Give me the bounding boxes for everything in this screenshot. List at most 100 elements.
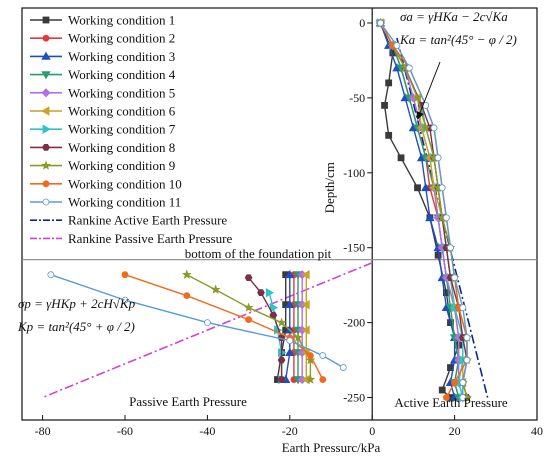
series-3-passive-point (285, 269, 295, 279)
series-1-active-line (379, 22, 460, 399)
series-11-active-point (451, 274, 459, 282)
series-3-passive-point (285, 299, 295, 309)
x-tick-label: 20 (449, 424, 461, 438)
legend-label: Working condition 7 (68, 122, 176, 137)
legend-item: Working condition 11 (30, 195, 181, 210)
series-9-passive-point (293, 332, 303, 342)
series-11-active-point (459, 379, 467, 386)
x-tick-label: -40 (199, 424, 215, 438)
series-10-active-point (451, 379, 459, 386)
series-3 (280, 18, 460, 401)
series-1-active-point (385, 131, 393, 139)
legend-marker (42, 198, 50, 206)
y-tick-label: -250 (343, 391, 365, 405)
series-2 (290, 19, 463, 401)
series-1-active-point (434, 251, 442, 259)
series-7-passive-point (269, 302, 279, 313)
legend-label: Working condition 10 (68, 176, 182, 191)
series-11-active-point (463, 356, 471, 364)
series-9-passive-point (305, 354, 316, 365)
series-11-active-point (393, 42, 401, 49)
series-3-active-point (421, 182, 431, 192)
series-8-passive-point (277, 376, 286, 383)
y-tick-label: -200 (343, 316, 365, 330)
legend-label: Rankine Active Earth Pressure (68, 213, 227, 228)
series-10-passive-point (319, 376, 327, 383)
series-10-active-point (442, 394, 450, 401)
series-11-active-point (430, 124, 438, 132)
legend-label: Working condition 11 (68, 195, 181, 210)
series-6-passive-point (301, 325, 310, 335)
series-6-active-line (379, 22, 464, 398)
legend-item: Working condition 4 (30, 67, 176, 82)
legend-label: Working condition 9 (68, 158, 175, 173)
active-formula-1: σa = γHKa − 2c√Ka (400, 9, 508, 24)
series-9-active-point (420, 122, 431, 133)
x-tick-label: 40 (531, 424, 543, 438)
legend-item: Working condition 2 (30, 31, 175, 46)
legend-marker (41, 51, 51, 60)
plot-frame (21, 7, 538, 421)
x-axis-title: Earth Pressurc/kPa (282, 440, 381, 455)
y-tick-label: -50 (349, 91, 365, 105)
series-8-passive-point (269, 311, 278, 319)
legend-item: Working condition 3 (30, 49, 175, 64)
series-1-active-point (438, 386, 446, 394)
legend-label: Working condition 3 (68, 49, 175, 64)
series-11 (47, 19, 471, 401)
legend-marker (42, 34, 50, 42)
series-9-active-point (412, 92, 423, 103)
series-4-active-line (379, 22, 460, 398)
series-7-active-line (379, 22, 464, 398)
series-11-active-point (438, 184, 446, 192)
foundation-label: bottom of the foundation pit (185, 246, 332, 261)
series-11-passive-point (319, 352, 327, 359)
series-3-passive-point (285, 347, 295, 356)
series-7-passive-point (265, 287, 275, 298)
legend-item: Working condition 8 (30, 140, 175, 155)
series-11-active-point (459, 394, 467, 401)
legend-item: Working condition 7 (30, 122, 176, 137)
annotations: bottom of the foundation pit Passive Ear… (17, 9, 517, 410)
legend-marker (42, 124, 51, 134)
legend-item: Working condition 10 (30, 176, 182, 191)
x-tick-label: -60 (117, 424, 133, 438)
series-11-passive-point (203, 319, 211, 327)
series-10-passive-point (121, 271, 129, 279)
y-tick-label: 0 (359, 16, 365, 30)
series-9-passive-point (276, 317, 287, 327)
legend-marker (42, 144, 50, 151)
legend-label: Working condition 8 (68, 140, 175, 155)
series-11-active-point (377, 19, 384, 27)
series-11-active-point (447, 244, 454, 252)
x-tick-label: -20 (282, 424, 298, 438)
series-9-passive-point (243, 302, 254, 312)
legend-marker (41, 106, 50, 116)
series-5-active-line (379, 22, 464, 398)
series-11-passive-line (50, 274, 344, 369)
series-8-passive-point (244, 274, 253, 282)
legend-marker (41, 71, 51, 80)
axes: -80 -60 -40 -20 0 20 400-50-100-150-200-250Ear… (21, 7, 543, 455)
legend-item: Working condition 9 (30, 158, 175, 173)
series-1-active-point (442, 289, 450, 297)
y-tick-label: -100 (343, 166, 365, 180)
series-11-active-point (405, 64, 413, 72)
series-11-active-point (434, 154, 442, 162)
series-11-active-point (459, 304, 467, 312)
active-region-label: Active Earth Pressure (394, 395, 508, 410)
active-formula-arrow (416, 61, 441, 120)
series-6-passive-point (301, 299, 310, 310)
series-1-active-point (381, 101, 388, 109)
y-axis-title: Depth/cm (322, 162, 337, 213)
legend-label: Working condition 4 (68, 67, 176, 82)
series-9-passive-point (181, 269, 192, 279)
series-10-passive-line (124, 274, 324, 380)
passive-region-label: Passive Earth Pressure (129, 394, 247, 409)
series-10-passive-point (245, 316, 253, 324)
series-10-passive-point (183, 292, 191, 300)
series-9-passive-line (186, 274, 312, 380)
series-6-passive-point (301, 269, 310, 280)
legend-marker (42, 16, 50, 24)
